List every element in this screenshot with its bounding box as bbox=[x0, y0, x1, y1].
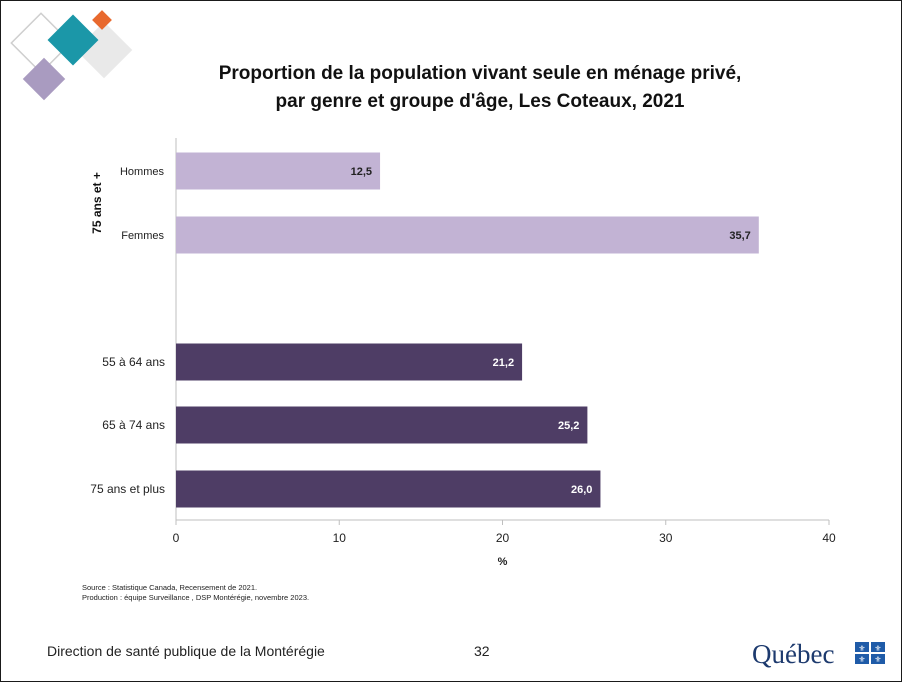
x-tick-label: 0 bbox=[173, 531, 180, 545]
bar bbox=[176, 216, 759, 254]
chart-title-line-1: Proportion de la population vivant seule… bbox=[218, 63, 742, 84]
source-note: Source : Statistique Canada, Recensement… bbox=[82, 583, 309, 603]
chart-title-line-2: par genre et groupe d'âge, Les Coteaux, … bbox=[275, 91, 685, 112]
bar-value-label: 21,2 bbox=[493, 357, 514, 369]
category-label: Hommes bbox=[120, 166, 165, 178]
source-line: Source : Statistique Canada, Recensement… bbox=[82, 583, 258, 592]
x-tick-label: 30 bbox=[659, 531, 673, 545]
svg-text:⚜: ⚜ bbox=[874, 655, 881, 664]
bar-value-label: 25,2 bbox=[558, 420, 579, 432]
x-tick-label: 20 bbox=[496, 531, 510, 545]
quebec-logo-text: Québec bbox=[752, 639, 834, 669]
category-label: Femmes bbox=[121, 230, 164, 242]
fleur-de-lis-flag-icon: ⚜ ⚜ ⚜ ⚜ bbox=[855, 642, 885, 664]
x-tick-label: 40 bbox=[822, 531, 836, 545]
x-tick-label: 10 bbox=[333, 531, 347, 545]
bar bbox=[176, 470, 601, 508]
x-axis-title: % bbox=[498, 556, 508, 568]
category-label: 65 à 74 ans bbox=[102, 418, 165, 432]
decorative-diamonds-logo bbox=[10, 10, 133, 101]
teal-diamond bbox=[47, 14, 99, 66]
orange-diamond bbox=[92, 10, 112, 30]
footer-organization: Direction de santé publique de la Montér… bbox=[47, 643, 325, 659]
svg-text:⚜: ⚜ bbox=[858, 655, 865, 664]
bar bbox=[176, 343, 523, 381]
bar bbox=[176, 152, 381, 190]
production-line: Production : équipe Surveillance , DSP M… bbox=[82, 593, 310, 602]
bar-value-label: 12,5 bbox=[351, 166, 372, 178]
chart-title: Proportion de la population vivant seule… bbox=[160, 60, 800, 116]
svg-text:⚜: ⚜ bbox=[874, 644, 881, 653]
category-label: 55 à 64 ans bbox=[102, 355, 165, 369]
bar-value-label: 26,0 bbox=[571, 484, 592, 496]
outline-diamond bbox=[10, 12, 72, 74]
category-label: 75 ans et plus bbox=[90, 482, 165, 496]
bar bbox=[176, 406, 588, 444]
bar-value-label: 35,7 bbox=[729, 230, 750, 242]
svg-text:⚜: ⚜ bbox=[858, 644, 865, 653]
group-label: 75 ans et + bbox=[90, 172, 104, 234]
page-number: 32 bbox=[474, 643, 490, 659]
quebec-logo: Québec ⚜ ⚜ ⚜ ⚜ bbox=[752, 639, 885, 669]
